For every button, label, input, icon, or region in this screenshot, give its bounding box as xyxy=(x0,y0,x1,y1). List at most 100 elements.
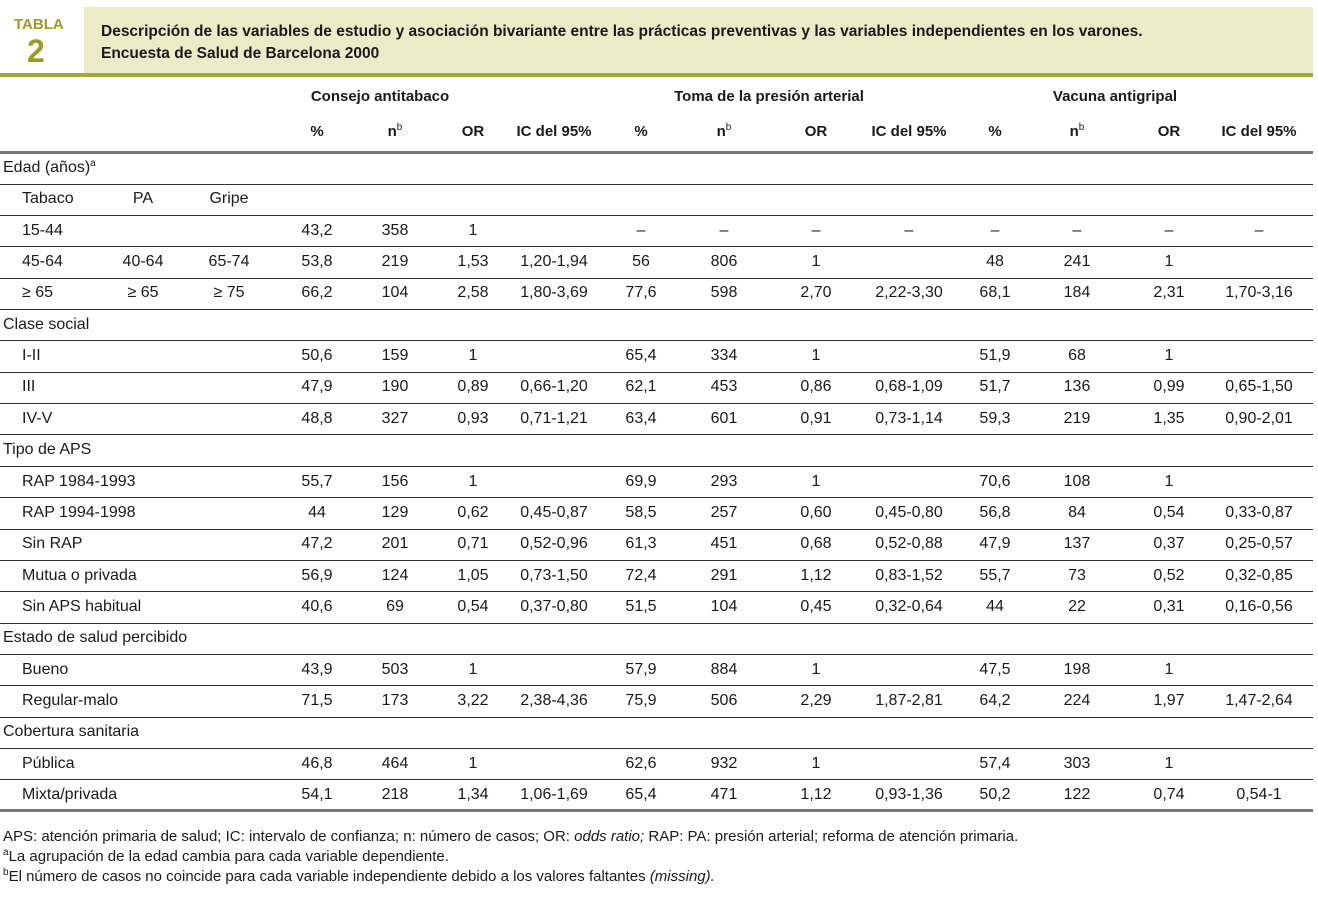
cell: 1,06-1,69 xyxy=(520,786,588,803)
rule xyxy=(0,716,1313,718)
row-label: Sin APS habitual xyxy=(22,597,142,615)
cell: 56,8 xyxy=(979,503,1011,521)
cell: 58,5 xyxy=(625,503,657,521)
rule xyxy=(0,528,1313,530)
cell: 1 xyxy=(468,472,478,490)
cell: 0,91 xyxy=(800,409,832,427)
cell: 44 xyxy=(986,597,1004,615)
footnote-sup: b xyxy=(3,867,9,878)
cell: 932 xyxy=(710,754,738,772)
cell: 66,2 xyxy=(301,284,333,302)
cell: 0,32-0,64 xyxy=(875,597,943,615)
cell: 69,9 xyxy=(625,472,657,490)
cell: 334 xyxy=(710,347,738,365)
rule xyxy=(0,653,1313,655)
cell: 51,9 xyxy=(979,347,1011,365)
cell: 0,93-1,36 xyxy=(875,786,943,803)
column-header: OR xyxy=(1157,123,1181,140)
cell: 0,93 xyxy=(457,409,489,427)
cell: 0,37-0,80 xyxy=(520,597,588,615)
cell: 241 xyxy=(1063,253,1091,271)
cell: 2,29 xyxy=(800,691,832,709)
rule xyxy=(0,371,1313,373)
row-label: ≥ 65 xyxy=(22,284,54,302)
cell: 68 xyxy=(1068,347,1086,365)
cell: 56,9 xyxy=(301,566,333,584)
rule xyxy=(0,246,1313,248)
cell: 1 xyxy=(1164,472,1174,490)
cell: 71,5 xyxy=(301,691,333,709)
cell: 219 xyxy=(381,253,409,271)
cell: 0,45-0,80 xyxy=(875,503,943,521)
cell: – xyxy=(811,221,821,239)
row-label: Gripe xyxy=(209,190,249,208)
cell: 64,2 xyxy=(979,691,1011,709)
footnote: aLa agrupación de la edad cambia para ca… xyxy=(3,847,449,867)
rule xyxy=(0,497,1313,499)
cell: 0,99 xyxy=(1153,378,1185,396)
cell: 0,54-1 xyxy=(1236,786,1282,803)
row-label: 40-64 xyxy=(122,253,164,271)
cell: 48 xyxy=(986,253,1004,271)
cell: – xyxy=(904,221,914,239)
row-label: RAP 1994-1998 xyxy=(22,503,136,521)
row-label: ≥ 65 xyxy=(127,284,159,302)
rule xyxy=(0,277,1313,279)
cell: 2,22-3,30 xyxy=(875,284,943,302)
cell: 0,16-0,56 xyxy=(1225,597,1293,615)
cell: 1,12 xyxy=(800,566,832,584)
cell: 59,3 xyxy=(979,409,1011,427)
row-label: PA xyxy=(132,190,154,208)
cell: 1,20-1,94 xyxy=(520,253,588,271)
cell: 1 xyxy=(811,660,821,678)
column-header: nb xyxy=(388,122,403,142)
cell: 0,33-0,87 xyxy=(1225,503,1293,521)
section-label-sup: a xyxy=(90,158,96,169)
section-label-text: Cobertura sanitaria xyxy=(3,723,140,741)
cell: 43,2 xyxy=(301,221,333,239)
title-band xyxy=(84,7,1313,73)
cell: 1 xyxy=(811,347,821,365)
cell: 1 xyxy=(811,472,821,490)
cell: 47,9 xyxy=(301,378,333,396)
cell: 0,74 xyxy=(1153,786,1185,803)
cell: 224 xyxy=(1063,691,1091,709)
footnote: bEl número de casos no coincide para cad… xyxy=(3,867,715,887)
cell: 218 xyxy=(381,786,409,803)
cell: 56 xyxy=(632,253,650,271)
cell: 2,38-4,36 xyxy=(520,691,588,709)
cell: 50,6 xyxy=(301,347,333,365)
rule xyxy=(0,622,1313,624)
cell: 201 xyxy=(381,535,409,553)
cell: 0,71-1,21 xyxy=(520,409,588,427)
cell: 53,8 xyxy=(301,253,333,271)
footnote: APS: atención primaria de salud; IC: int… xyxy=(3,827,1018,847)
cell: 291 xyxy=(710,566,738,584)
cell: 51,5 xyxy=(625,597,657,615)
column-header: % xyxy=(310,123,324,140)
cell: 303 xyxy=(1063,754,1091,772)
cell: 63,4 xyxy=(625,409,657,427)
footnote-text: El número de casos no coincide para cada… xyxy=(8,868,650,885)
cell: 62,6 xyxy=(625,754,657,772)
section-label-text: Clase social xyxy=(3,315,90,333)
title-rule xyxy=(0,73,1313,77)
cell: 1 xyxy=(1164,253,1174,271)
cell: 2,70 xyxy=(800,284,832,302)
cell: 0,83-1,52 xyxy=(875,566,943,584)
section-label-text: Edad (años) xyxy=(3,159,91,176)
cell: 1,87-2,81 xyxy=(875,691,943,709)
cell: 1 xyxy=(468,660,478,678)
cell: 0,37 xyxy=(1153,535,1185,553)
cell: 73 xyxy=(1068,566,1086,584)
cell: 0,73-1,14 xyxy=(875,409,943,427)
cell: 47,5 xyxy=(979,660,1011,678)
row-label: 65-74 xyxy=(208,253,250,271)
row-label: Mixta/privada xyxy=(22,786,118,803)
cell: 2,58 xyxy=(457,284,489,302)
section-label: Estado de salud percibido xyxy=(3,628,187,648)
cell: 0,45 xyxy=(800,597,832,615)
column-header-text: n xyxy=(1069,123,1079,140)
cell: 57,4 xyxy=(979,754,1011,772)
cell: 198 xyxy=(1063,660,1091,678)
